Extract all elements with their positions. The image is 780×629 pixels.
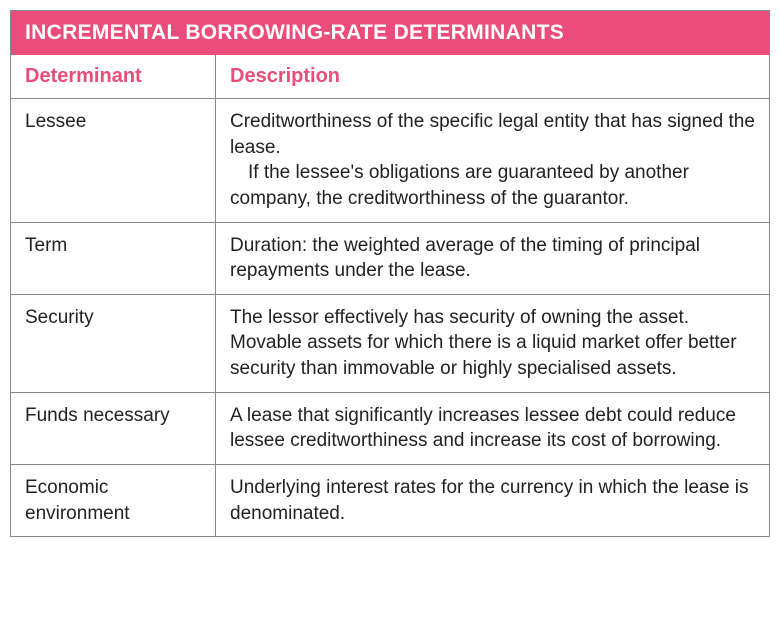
- column-header-description: Description: [216, 55, 769, 98]
- desc-text: A lease that significantly increases les…: [230, 405, 736, 452]
- cell-description: Duration: the weighted average of the ti…: [216, 223, 769, 294]
- desc-text: Underlying interest rates for the curren…: [230, 477, 749, 524]
- column-header-determinant: Determinant: [11, 55, 216, 98]
- cell-determinant: Term: [11, 223, 216, 294]
- table-row: Lessee Creditworthiness of the specific …: [11, 99, 769, 223]
- cell-description: Underlying interest rates for the curren…: [216, 465, 769, 536]
- cell-description: A lease that significantly increases les…: [216, 393, 769, 464]
- cell-description: The lessor effectively has security of o…: [216, 295, 769, 392]
- desc-text: Creditworthiness of the specific legal e…: [230, 111, 755, 158]
- desc-text: Duration: the weighted average of the ti…: [230, 235, 700, 282]
- desc-text: The lessor effectively has security of o…: [230, 307, 737, 379]
- determinants-table: INCREMENTAL BORROWING-RATE DETERMINANTS …: [10, 10, 770, 537]
- cell-determinant: Economic environment: [11, 465, 216, 536]
- table-title: INCREMENTAL BORROWING-RATE DETERMINANTS: [11, 11, 769, 55]
- table-header-row: Determinant Description: [11, 55, 769, 99]
- table-row: Term Duration: the weighted average of t…: [11, 223, 769, 295]
- table-row: Economic environment Underlying interest…: [11, 465, 769, 536]
- desc-text-secondary: If the lessee's obligations are guarante…: [230, 160, 755, 211]
- table-row: Security The lessor effectively has secu…: [11, 295, 769, 393]
- cell-description: Creditworthiness of the specific legal e…: [216, 99, 769, 222]
- cell-determinant: Lessee: [11, 99, 216, 222]
- cell-determinant: Funds necessary: [11, 393, 216, 464]
- table-row: Funds necessary A lease that significant…: [11, 393, 769, 465]
- cell-determinant: Security: [11, 295, 216, 392]
